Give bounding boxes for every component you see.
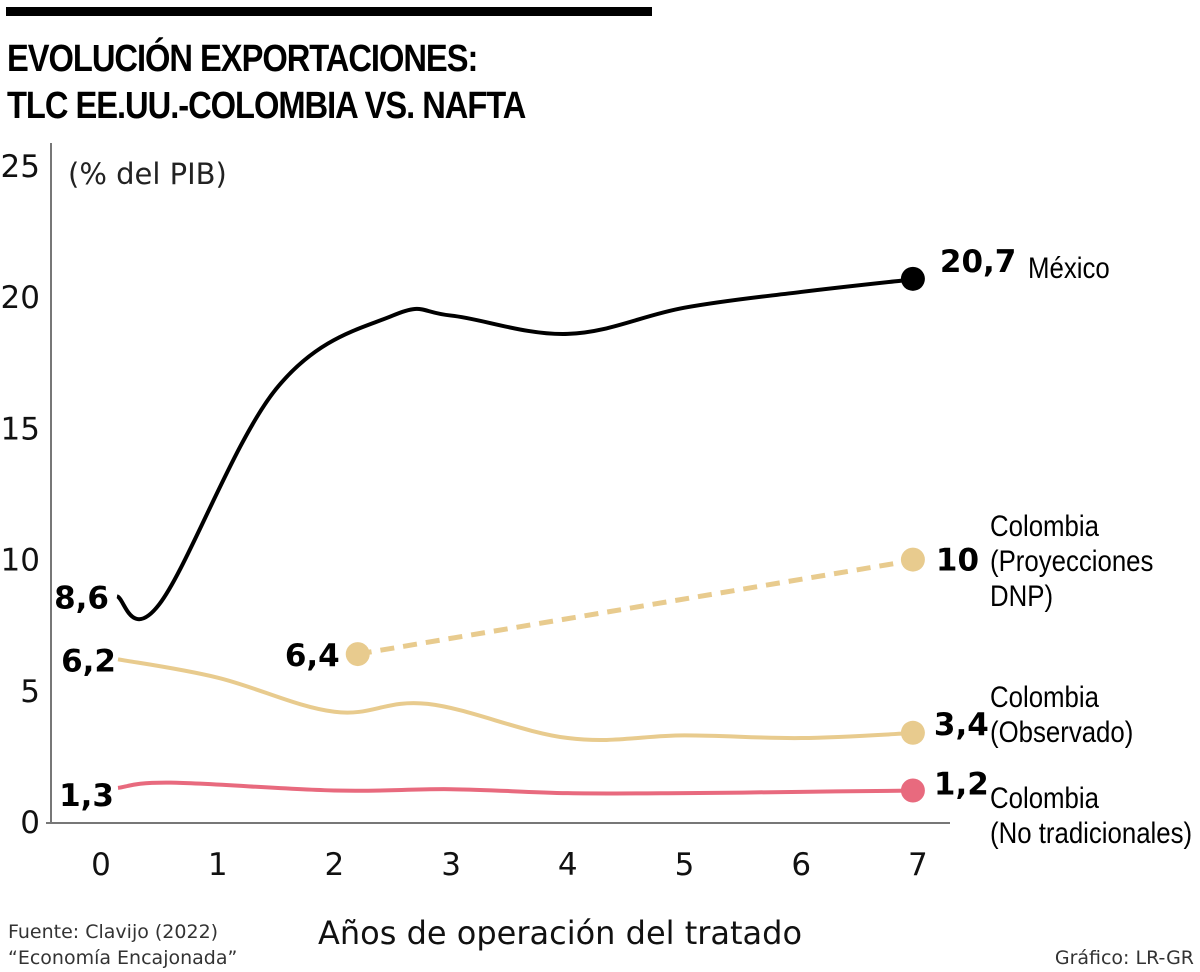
chart-title-line-2: TLC EE.UU.-COLOMBIA VS. NAFTA: [7, 85, 526, 127]
chart-title-line-1: EVOLUCIÓN EXPORTACIONES:: [7, 38, 478, 80]
chart-title: EVOLUCIÓN EXPORTACIONES: TLC EE.UU.-COLO…: [7, 36, 526, 130]
series-layer: [115, 266, 925, 803]
x-tick-label: 1: [208, 847, 228, 883]
y-tick-label: 15: [1, 411, 40, 447]
end-value-label: 20,7: [940, 244, 1017, 280]
x-tick-label: 4: [558, 847, 578, 883]
y-tick-label: 0: [20, 805, 40, 841]
end-value-label: 10: [936, 543, 979, 579]
x-tick-label: 3: [441, 847, 461, 883]
end-point-méxico: [900, 266, 925, 291]
series-name-label: (Observado): [990, 715, 1133, 748]
end-point-colombia-observado: [900, 720, 925, 745]
y-tick-labels: 0 5 10 15 20 25: [1, 149, 40, 841]
x-tick-label: 6: [791, 847, 811, 883]
end-point-colombia-no-tradicionales: [900, 778, 925, 803]
start-value-label: 1,3: [59, 778, 114, 814]
start-point-colombia-proyecciones-dnp: [345, 642, 370, 667]
y-tick-label: 5: [20, 674, 40, 710]
series-name-label: DNP): [990, 579, 1053, 612]
end-value-label: 1,2: [934, 767, 989, 803]
x-tick-label: 5: [675, 847, 695, 883]
x-axis-title: Años de operación del tratado: [318, 914, 802, 952]
start-value-label: 6,4: [285, 638, 340, 674]
y-axis-unit-label: (% del PIB): [68, 157, 227, 191]
y-tick-label: 10: [1, 543, 40, 579]
y-tick-label: 20: [1, 280, 40, 316]
x-tick-label: 7: [908, 847, 928, 883]
series-line-colombia-observado: [117, 657, 918, 743]
series-line-méxico: [115, 276, 919, 622]
y-tick-label: 25: [1, 149, 40, 185]
labels-layer: 8,620,7 México6,410Colombia(ProyeccionesD…: [54, 244, 1192, 850]
x-tick-labels: 0 1 2 3 4 5 6 7: [91, 847, 928, 883]
source-line-2: “Economía Encajonada”: [8, 947, 237, 969]
source-line-1: Fuente: Clavijo (2022): [8, 921, 218, 943]
series-line-colombia-proyecciones-dnp: [357, 557, 919, 657]
end-value-label: 3,4: [934, 707, 989, 743]
x-tick-label: 2: [325, 847, 345, 883]
series-name-label: (No tradicionales): [990, 816, 1192, 849]
series-name-label: México: [1028, 251, 1110, 284]
start-value-label: 8,6: [54, 580, 109, 616]
series-name-label: Colombia: [990, 509, 1099, 542]
end-point-colombia-proyecciones-dnp: [900, 547, 925, 572]
graphic-credit: Gráfico: LR-GR: [1055, 947, 1194, 969]
series-name-label: Colombia: [990, 680, 1099, 713]
start-value-label: 6,2: [61, 643, 116, 679]
series-line-colombia-no-tradicionales: [117, 780, 918, 796]
top-rule: [6, 7, 652, 16]
series-name-label: Colombia: [990, 781, 1099, 814]
x-tick-label: 0: [91, 847, 111, 883]
series-name-label: (Proyecciones: [990, 544, 1153, 577]
